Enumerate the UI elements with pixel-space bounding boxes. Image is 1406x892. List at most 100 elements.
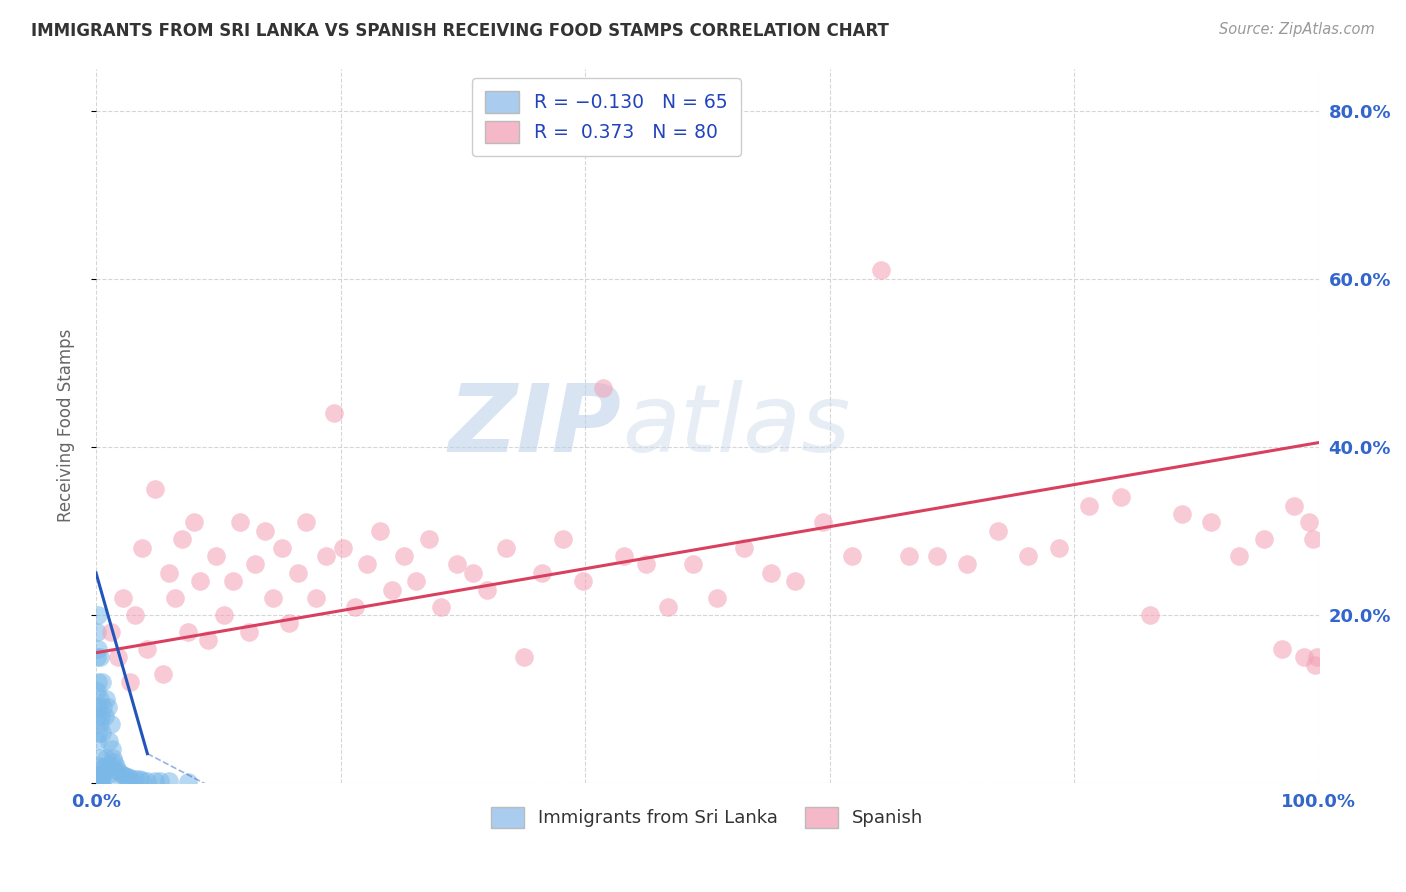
Point	[1017, 549, 1039, 563]
Point	[90, 767, 112, 781]
Point	[100, 717, 122, 731]
Point	[188, 574, 211, 589]
Point	[1253, 533, 1275, 547]
Point	[1271, 641, 1294, 656]
Text: ZIP: ZIP	[449, 380, 621, 472]
Point	[89, 767, 111, 781]
Point	[287, 566, 309, 580]
Point	[87, 700, 110, 714]
Point	[592, 381, 614, 395]
Point	[89, 776, 111, 790]
Point	[305, 591, 328, 606]
Point	[96, 759, 118, 773]
Point	[157, 566, 180, 580]
Point	[841, 549, 863, 563]
Point	[97, 700, 120, 714]
Point	[98, 734, 121, 748]
Point	[124, 607, 146, 622]
Point	[197, 633, 219, 648]
Point	[446, 558, 468, 572]
Point	[107, 767, 129, 781]
Point	[94, 751, 117, 765]
Point	[120, 675, 142, 690]
Point	[93, 700, 115, 714]
Point	[93, 759, 115, 773]
Text: IMMIGRANTS FROM SRI LANKA VS SPANISH RECEIVING FOOD STAMPS CORRELATION CHART: IMMIGRANTS FROM SRI LANKA VS SPANISH REC…	[31, 22, 889, 40]
Point	[1139, 607, 1161, 622]
Point	[1109, 490, 1132, 504]
Point	[1227, 549, 1250, 563]
Point	[253, 524, 276, 538]
Point	[86, 708, 108, 723]
Point	[86, 649, 108, 664]
Point	[1298, 516, 1320, 530]
Point	[238, 624, 260, 639]
Point	[1077, 499, 1099, 513]
Point	[87, 607, 110, 622]
Point	[103, 755, 125, 769]
Point	[131, 541, 153, 555]
Point	[87, 767, 110, 781]
Point	[927, 549, 949, 563]
Point	[89, 717, 111, 731]
Point	[128, 772, 150, 786]
Point	[91, 767, 114, 781]
Point	[86, 734, 108, 748]
Point	[243, 558, 266, 572]
Point	[89, 649, 111, 664]
Point	[86, 767, 108, 781]
Point	[551, 533, 574, 547]
Point	[278, 616, 301, 631]
Point	[229, 516, 252, 530]
Point	[86, 683, 108, 698]
Point	[1170, 507, 1192, 521]
Point	[1049, 541, 1071, 555]
Point	[461, 566, 484, 580]
Point	[87, 675, 110, 690]
Point	[430, 599, 453, 614]
Point	[87, 759, 110, 773]
Point	[86, 776, 108, 790]
Point	[270, 541, 292, 555]
Point	[101, 751, 124, 765]
Point	[90, 776, 112, 790]
Point	[1306, 649, 1329, 664]
Point	[495, 541, 517, 555]
Point	[131, 772, 153, 787]
Point	[86, 776, 108, 790]
Point	[107, 649, 129, 664]
Point	[870, 263, 893, 277]
Point	[143, 773, 166, 788]
Point	[405, 574, 427, 589]
Point	[759, 566, 782, 580]
Point	[110, 766, 132, 780]
Point	[89, 776, 111, 790]
Point	[262, 591, 284, 606]
Point	[87, 776, 110, 790]
Text: Source: ZipAtlas.com: Source: ZipAtlas.com	[1219, 22, 1375, 37]
Point	[136, 641, 159, 656]
Point	[111, 767, 134, 781]
Point	[91, 725, 114, 739]
Point	[613, 549, 636, 563]
Point	[177, 624, 200, 639]
Point	[136, 773, 159, 788]
Point	[100, 624, 122, 639]
Point	[785, 574, 807, 589]
Point	[94, 692, 117, 706]
Point	[323, 406, 346, 420]
Point	[157, 774, 180, 789]
Point	[392, 549, 415, 563]
Point	[205, 549, 228, 563]
Point	[368, 524, 391, 538]
Point	[418, 533, 440, 547]
Point	[381, 582, 404, 597]
Point	[1303, 658, 1326, 673]
Point	[332, 541, 354, 555]
Point	[152, 666, 174, 681]
Point	[93, 767, 115, 781]
Point	[1302, 533, 1324, 547]
Point	[143, 482, 166, 496]
Text: atlas: atlas	[621, 380, 851, 471]
Point	[315, 549, 337, 563]
